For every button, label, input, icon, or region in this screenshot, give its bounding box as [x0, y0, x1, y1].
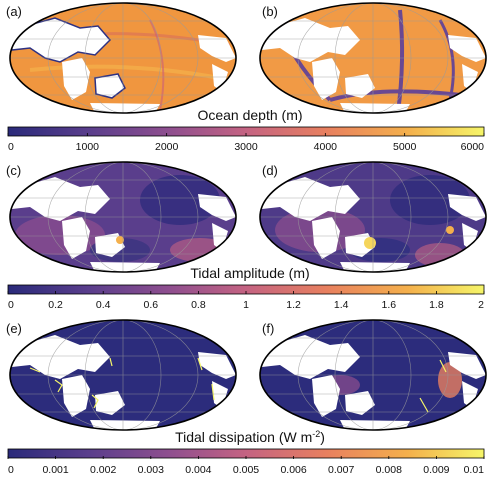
map-frame: [259, 2, 487, 114]
colorbar-tick-label: 0.2: [48, 299, 63, 311]
colorbar-tick-label: 1: [243, 299, 249, 311]
row-title-ocean-depth: Ocean depth (m): [197, 107, 302, 123]
colorbar-tick-label: 0: [8, 464, 14, 476]
colorbar-tick-label: 3000: [234, 141, 258, 153]
map-frame: [259, 319, 487, 431]
colorbar-tick-label: 4000: [314, 141, 338, 153]
panel-label: (a): [6, 4, 22, 19]
map-panel-f: (f): [259, 319, 487, 431]
colorbar-tick-label: 0: [8, 299, 14, 311]
colorbar-tick-label: 0.005: [233, 464, 259, 476]
panel-label: (f): [262, 321, 274, 336]
map-panel-c: (c): [6, 161, 237, 273]
colorbar-tick-label: 0.004: [185, 464, 211, 476]
colorbar-tick-label: 0.01: [464, 464, 485, 476]
colorbar-tick-label: 0.4: [96, 299, 111, 311]
panel-label: (b): [262, 4, 278, 19]
map-frame: [9, 161, 237, 273]
colorbar-tick-label: 1000: [76, 141, 100, 153]
colorbar-tick-label: 0.001: [42, 464, 68, 476]
colorbar-tidal-dissipation: 0 0.001 0.002 0.003 0.004 0.005 0.006 0.007 0.00…: [7, 448, 485, 476]
map-panel-d: (d): [259, 161, 487, 273]
colorbar-tick-label: 0.003: [138, 464, 164, 476]
colorbar-tick-label: 1.4: [334, 299, 349, 311]
colorbar-tick-label: 6000: [461, 141, 485, 153]
colorbar-tick-label: 1.8: [429, 299, 444, 311]
colorbar-tick-label: 0.6: [143, 299, 158, 311]
colorbar-ocean-depth: 0 1000 2000 3000 4000 5000 6000: [7, 126, 485, 153]
colorbar-tick-label: 0.008: [376, 464, 402, 476]
map-frame: [259, 161, 487, 273]
colorbar-tick-label: 0.007: [328, 464, 354, 476]
panel-label: (e): [6, 321, 22, 336]
colorbar-tidal-amplitude: 0 0.2 0.4 0.6 0.8 1 1.2 1.4 1.6 1.8 2: [7, 284, 485, 311]
colorbar-tick-label: 2000: [155, 141, 179, 153]
panel-label: (d): [262, 163, 278, 178]
map-frame: [9, 2, 237, 114]
colorbar-tick-label: 0: [8, 141, 14, 153]
colorbar-tick-label: 0.009: [423, 464, 449, 476]
panel-label: (c): [6, 163, 21, 178]
colorbar-tick-label: 5000: [393, 141, 417, 153]
map-panel-e: (e): [6, 319, 237, 431]
map-panel-a: (a): [6, 2, 237, 114]
colorbar-tick-label: 0.8: [191, 299, 206, 311]
colorbar-tick-label: 2: [478, 299, 484, 311]
map-frame: [9, 319, 237, 431]
row-title-tidal-amplitude: Tidal amplitude (m): [190, 265, 309, 281]
colorbar-tick-label: 0.006: [280, 464, 306, 476]
colorbar-tick-label: 1.6: [381, 299, 396, 311]
map-panel-b: (b): [259, 2, 487, 114]
colorbar-tick-label: 0.002: [90, 464, 116, 476]
colorbar-tick-label: 1.2: [286, 299, 301, 311]
row-title-tidal-dissipation: Tidal dissipation (W m-2): [175, 429, 325, 445]
